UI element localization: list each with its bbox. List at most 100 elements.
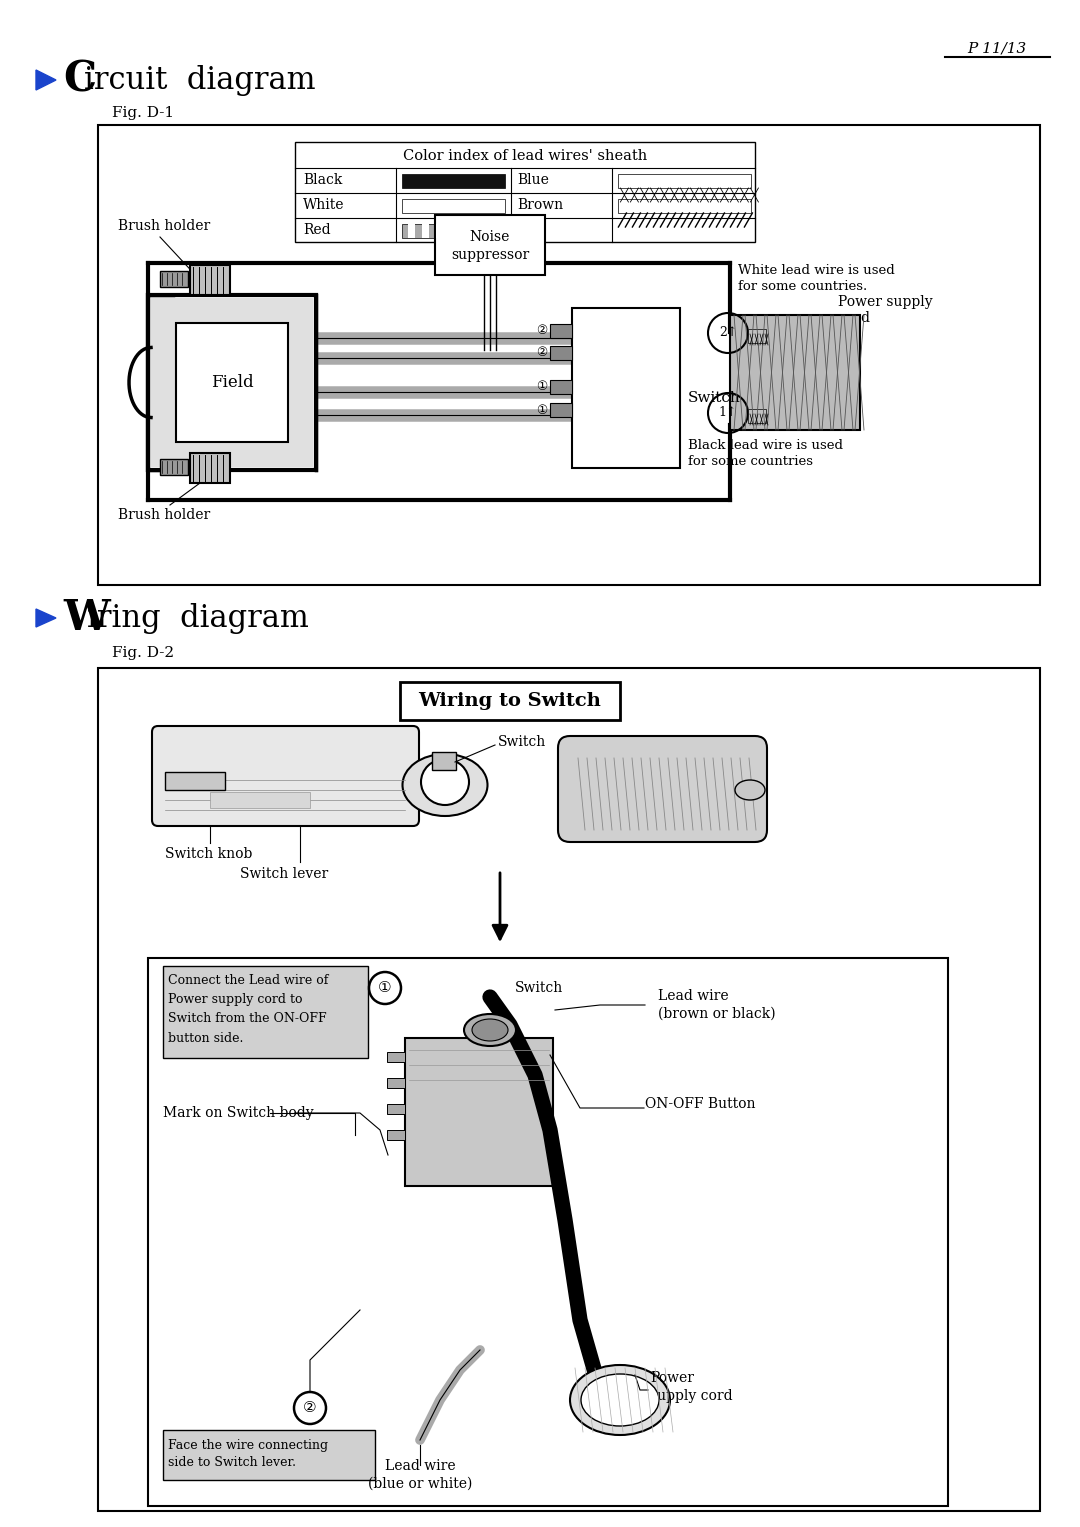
Bar — [572, 308, 680, 467]
Text: Wiring to Switch: Wiring to Switch — [419, 692, 602, 710]
Bar — [550, 380, 572, 394]
Bar — [550, 324, 572, 337]
Bar — [436, 224, 443, 238]
Text: Brush holder: Brush holder — [118, 508, 211, 522]
Ellipse shape — [570, 1365, 670, 1435]
Text: ircuit  diagram: ircuit diagram — [84, 64, 315, 96]
Text: Mark on Switch body: Mark on Switch body — [163, 1106, 313, 1119]
Text: for some countries.: for some countries. — [738, 279, 867, 293]
Text: side to Switch lever.: side to Switch lever. — [168, 1457, 296, 1469]
Ellipse shape — [464, 1014, 516, 1046]
Text: Fig. D-2: Fig. D-2 — [112, 646, 174, 660]
Text: supply cord: supply cord — [650, 1390, 732, 1403]
Text: 1↑: 1↑ — [719, 406, 738, 420]
Text: Switch: Switch — [498, 734, 546, 750]
Bar — [190, 266, 230, 295]
Text: White: White — [303, 199, 345, 212]
Text: Noise: Noise — [470, 231, 510, 244]
Text: ON-OFF Button: ON-OFF Button — [645, 1096, 756, 1112]
Text: (brown or black): (brown or black) — [658, 1006, 775, 1022]
Bar — [210, 793, 310, 808]
Bar — [148, 957, 948, 1506]
Text: Power: Power — [650, 1371, 694, 1385]
Bar — [190, 454, 230, 483]
Bar — [619, 174, 751, 188]
Bar — [160, 270, 188, 287]
Ellipse shape — [735, 780, 765, 800]
Text: Switch knob: Switch knob — [165, 847, 253, 861]
Bar — [432, 751, 456, 770]
Text: Black lead wire is used: Black lead wire is used — [688, 438, 843, 452]
Text: Lead wire: Lead wire — [384, 1458, 456, 1474]
Text: ①: ① — [536, 380, 546, 394]
Text: Blue: Blue — [517, 173, 549, 186]
Bar — [151, 298, 313, 467]
Bar — [402, 224, 505, 238]
Text: ②: ② — [303, 1400, 316, 1416]
Bar — [550, 403, 572, 417]
Text: Power supply: Power supply — [838, 295, 933, 308]
Text: ②: ② — [536, 325, 546, 337]
Polygon shape — [36, 609, 56, 628]
Text: Color index of lead wires' sheath: Color index of lead wires' sheath — [403, 150, 647, 163]
Bar — [98, 667, 1040, 1512]
Bar — [148, 295, 316, 470]
Bar — [422, 224, 429, 238]
Bar — [405, 1038, 553, 1186]
Text: Brush holder: Brush holder — [118, 218, 211, 234]
Bar — [165, 773, 225, 789]
Bar — [163, 1429, 375, 1480]
Bar — [450, 224, 457, 238]
Bar — [730, 315, 860, 431]
Text: P 11/13: P 11/13 — [968, 41, 1027, 55]
Bar — [748, 328, 766, 344]
Bar — [387, 1078, 405, 1089]
Ellipse shape — [581, 1374, 659, 1426]
Text: ①: ① — [378, 980, 392, 996]
Bar — [387, 1130, 405, 1141]
Text: W: W — [63, 597, 110, 638]
Text: Switch: Switch — [688, 391, 741, 405]
Ellipse shape — [403, 754, 487, 815]
Bar — [402, 199, 505, 212]
Ellipse shape — [472, 1019, 508, 1041]
Text: Red: Red — [303, 223, 330, 237]
Bar — [478, 224, 485, 238]
Text: cord: cord — [838, 312, 870, 325]
Text: Connect the Lead wire of: Connect the Lead wire of — [168, 974, 328, 988]
Text: C: C — [63, 60, 96, 101]
Polygon shape — [36, 70, 56, 90]
Bar — [492, 224, 499, 238]
FancyBboxPatch shape — [152, 725, 419, 826]
Text: suppressor: suppressor — [450, 247, 529, 263]
Bar — [408, 224, 415, 238]
Bar — [160, 460, 188, 475]
Text: iring  diagram: iring diagram — [87, 603, 309, 634]
Bar — [402, 174, 505, 188]
FancyBboxPatch shape — [558, 736, 767, 841]
Text: Power supply cord to: Power supply cord to — [168, 994, 302, 1006]
Text: White lead wire is used: White lead wire is used — [738, 264, 894, 276]
Text: Brown: Brown — [517, 199, 564, 212]
Bar — [98, 125, 1040, 585]
Ellipse shape — [421, 759, 469, 805]
Text: Switch from the ON-OFF: Switch from the ON-OFF — [168, 1012, 326, 1026]
Bar — [748, 409, 766, 423]
Text: ①: ① — [536, 403, 546, 417]
Bar — [387, 1104, 405, 1115]
Bar — [387, 1052, 405, 1061]
Text: Switch lever: Switch lever — [240, 867, 328, 881]
Text: Black: Black — [303, 173, 342, 186]
Text: 2↑: 2↑ — [719, 327, 738, 339]
Text: (blue or white): (blue or white) — [368, 1477, 472, 1490]
Bar — [619, 199, 751, 212]
Text: for some countries: for some countries — [688, 455, 813, 467]
Bar — [464, 224, 471, 238]
Text: Switch: Switch — [515, 980, 564, 996]
Bar — [295, 142, 755, 241]
Bar — [435, 215, 545, 275]
Bar — [400, 683, 620, 721]
Bar — [176, 324, 288, 441]
Text: button side.: button side. — [168, 1032, 243, 1044]
Text: Lead wire: Lead wire — [658, 989, 729, 1003]
